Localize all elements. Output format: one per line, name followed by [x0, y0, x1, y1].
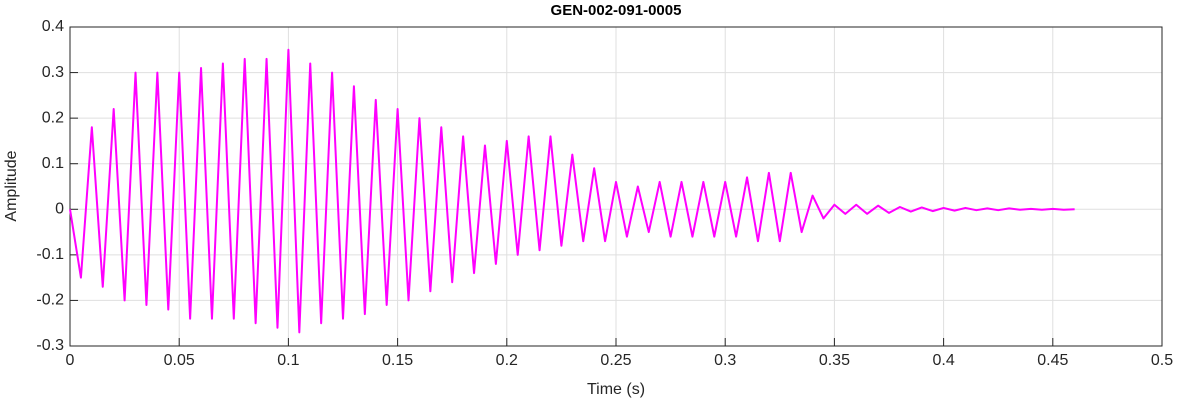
x-tick-label: 0.5	[1151, 352, 1173, 369]
x-tick-label: 0.4	[932, 352, 954, 369]
x-tick-label: 0.35	[819, 352, 850, 369]
y-tick-label: 0.2	[42, 109, 64, 126]
x-tick-label: 0	[66, 352, 75, 369]
x-tick-label: 0.15	[382, 352, 413, 369]
x-axis-label: Time (s)	[587, 381, 645, 398]
x-tick-label: 0.1	[277, 352, 299, 369]
x-tick-label: 0.2	[496, 352, 518, 369]
x-tick-label: 0.3	[714, 352, 736, 369]
y-tick-label: -0.2	[36, 292, 64, 309]
x-tick-label: 0.45	[1037, 352, 1068, 369]
x-tick-label: 0.25	[600, 352, 631, 369]
y-tick-label: 0.1	[42, 155, 64, 172]
y-tick-label: 0.3	[42, 64, 64, 81]
y-tick-label: 0.4	[42, 18, 64, 35]
y-axis-label: Amplitude	[3, 150, 20, 221]
axes-box	[69, 26, 1163, 347]
y-tick-label: 0	[55, 201, 64, 218]
y-tick-label: -0.1	[36, 246, 64, 263]
y-tick-label: -0.3	[36, 337, 64, 354]
data-line	[69, 48, 1075, 334]
chart-title: GEN-002-091-0005	[551, 2, 682, 19]
x-tick-label: 0.05	[164, 352, 195, 369]
